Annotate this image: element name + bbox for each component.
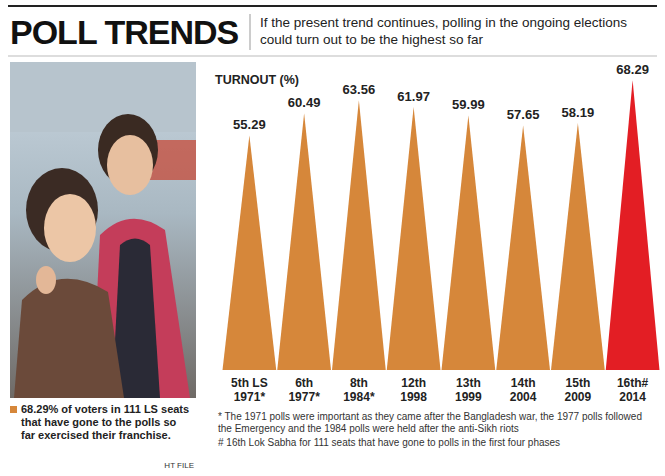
category-label-line: 1971* — [234, 390, 266, 404]
photo — [10, 62, 196, 398]
category-label-line: 13th — [456, 376, 481, 390]
category-label: 16th#2014 — [617, 376, 649, 404]
header-rule — [8, 56, 657, 57]
data-label: 59.99 — [452, 97, 485, 112]
category-label: 12th1998 — [400, 376, 427, 404]
data-label: 61.97 — [397, 89, 430, 104]
category-label-line: 16th# — [617, 376, 649, 390]
category-label: 5th LS1971* — [231, 376, 268, 404]
spike — [223, 135, 277, 370]
source: HT FILE — [164, 461, 194, 470]
footnote-line: # 16th Lok Sabha for 111 seats that have… — [218, 437, 560, 448]
data-label: 60.49 — [288, 95, 321, 110]
category-label: 6th1977* — [288, 376, 320, 404]
y-axis-title: TURNOUT (%) — [215, 73, 299, 87]
spike — [606, 80, 660, 370]
category-label-line: 15th — [566, 376, 591, 390]
category-label-line: 5th LS — [231, 376, 268, 390]
category-label: 13th1999 — [455, 376, 482, 404]
top-rule — [8, 5, 657, 7]
category-label-line: 1984* — [343, 390, 375, 404]
data-label: 55.29 — [233, 117, 266, 132]
footnote-line: the Emergency and the 1984 polls were he… — [218, 423, 519, 434]
title: POLL TRENDS — [10, 13, 239, 51]
category-label-line: 1977* — [288, 390, 320, 404]
footnote: # 16th Lok Sabha for 111 seats that have… — [218, 437, 560, 448]
note-line: 68.29% of voters in 111 LS seats — [21, 403, 189, 415]
photo-jacket — [14, 279, 124, 398]
photo-hand — [36, 266, 56, 294]
subtitle: If the present trend continues, polling … — [260, 15, 627, 47]
note-bullet — [10, 406, 17, 413]
spike — [442, 115, 496, 370]
category-label-line: 14th — [511, 376, 536, 390]
photo-face — [107, 135, 153, 195]
subtitle-line: If the present trend continues, polling … — [260, 15, 627, 30]
note-line: that have gone to the polls so — [21, 416, 177, 428]
category-label-line: 8th — [350, 376, 368, 390]
spike — [332, 100, 386, 370]
category-label: 15th2009 — [565, 376, 592, 404]
spike — [277, 113, 331, 370]
background — [0, 0, 665, 476]
spike — [387, 107, 441, 370]
category-label-line: 1999 — [455, 390, 482, 404]
spikes — [223, 80, 660, 370]
data-label: 57.65 — [507, 107, 540, 122]
chart-root: POLL TRENDS If the present trend continue… — [0, 0, 665, 476]
photo-building — [10, 62, 196, 132]
data-label: 68.29 — [616, 62, 649, 77]
photo-face — [44, 194, 96, 262]
spike — [551, 123, 605, 370]
category-label-line: 12th — [401, 376, 426, 390]
category-label: 8th1984* — [343, 376, 375, 404]
subtitle-line: could turn out to be the highest so far — [260, 32, 483, 47]
category-label-line: 2009 — [565, 390, 592, 404]
category-label-line: 6th — [295, 376, 313, 390]
note-line: far exercised their franchise. — [21, 429, 171, 441]
footnote: * The 1971 polls were important as they … — [218, 411, 642, 434]
data-label: 63.56 — [343, 82, 376, 97]
category-label-line: 2014 — [619, 390, 646, 404]
category-label-line: 2004 — [510, 390, 537, 404]
footnote-line: * The 1971 polls were important as they … — [218, 411, 642, 422]
category-label: 14th2004 — [510, 376, 537, 404]
photo-frame — [10, 62, 196, 398]
header-separator — [250, 14, 251, 50]
data-label: 58.19 — [562, 105, 595, 120]
spike — [496, 125, 550, 370]
note: 68.29% of voters in 111 LS seatsthat hav… — [21, 403, 189, 441]
category-label-line: 1998 — [400, 390, 427, 404]
